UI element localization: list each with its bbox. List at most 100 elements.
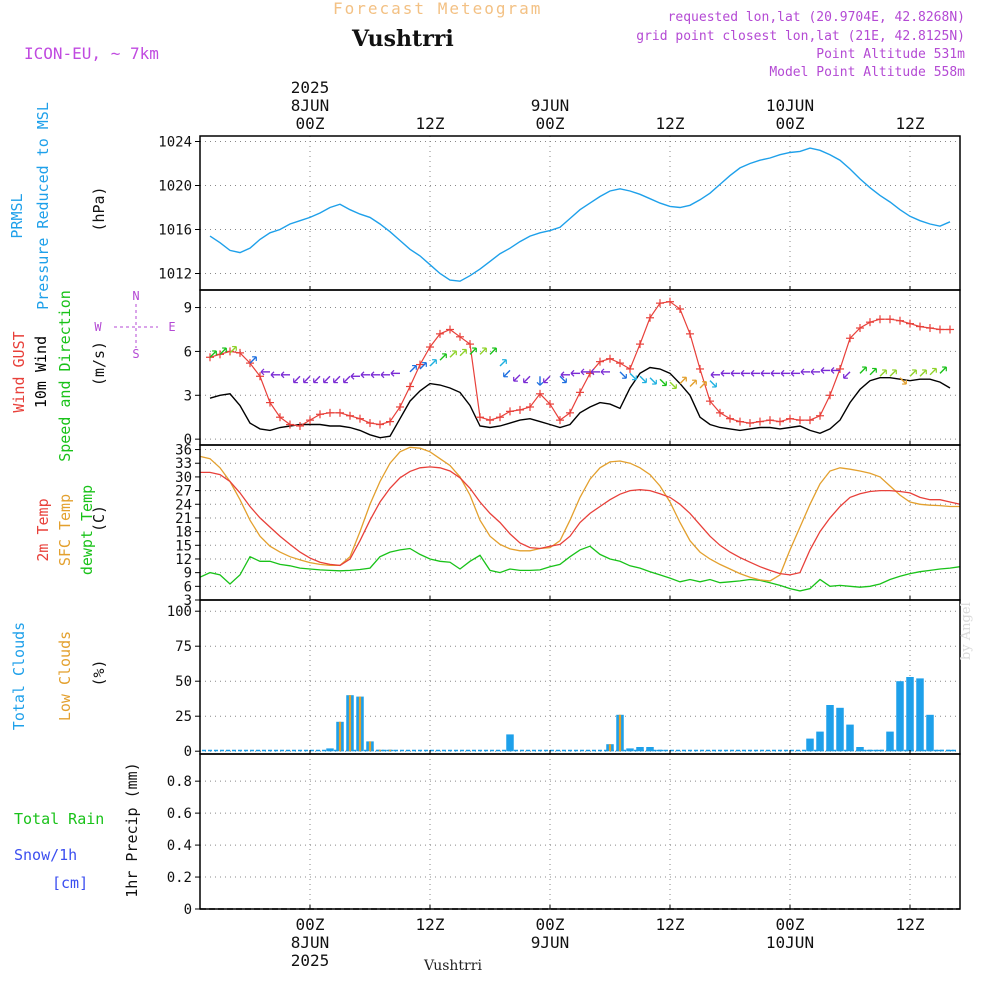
gust-marker: [886, 315, 894, 324]
chart-title: Forecast Meteogram: [333, 0, 543, 18]
wind-arrow-shaft: [889, 369, 897, 377]
total-cloud-bar: [856, 747, 864, 752]
wind-direction-arrow: [590, 368, 600, 376]
temp-2m-label: 2m Temp: [34, 498, 52, 561]
wind-direction-arrow: [559, 375, 567, 384]
wind-arrow-shaft: [843, 371, 851, 379]
wind-arrow-shaft: [323, 375, 331, 384]
y-tick-label: 3: [184, 388, 192, 404]
wind-direction-arrow: [409, 364, 417, 373]
low-cloud-bar: [388, 749, 392, 752]
wind-arrow-head: [390, 372, 395, 377]
wind-gust-label: Wind GUST: [10, 331, 28, 412]
requested-coords: requested lon,lat (20.9704E, 42.8268N): [667, 10, 965, 25]
wind-arrow-shaft: [639, 375, 647, 384]
footer-station: Vushtrri: [424, 958, 482, 974]
model-label: ICON-EU, ~ 7km: [24, 44, 159, 63]
total-cloud-bar: [816, 731, 824, 752]
wind-direction-arrow: [479, 347, 487, 355]
gust-marker: [426, 343, 434, 352]
y-tick-label: 0.8: [167, 774, 192, 790]
y-tick-label: 6: [184, 579, 192, 595]
gust-marker: [646, 313, 654, 322]
wind-arrow-shaft: [303, 375, 311, 384]
wind-direction-arrow: [929, 367, 937, 376]
wind-arrow-head: [800, 371, 805, 376]
wind-arrow-head: [560, 374, 565, 379]
wind-arrow-head: [740, 369, 745, 374]
wind-arrow-head: [370, 374, 375, 379]
wind-gust-line: [209, 301, 950, 427]
unit-label-precip: 1hr Precip (mm): [123, 762, 141, 897]
gust-marker: [306, 416, 314, 425]
wind-arrow-head: [760, 372, 765, 377]
wind-direction-arrow: [570, 369, 580, 377]
wind-direction-arrow: [770, 369, 780, 377]
y-tick-label: 21: [175, 511, 192, 527]
wind-arrow-head: [750, 369, 755, 374]
wind-direction-arrow: [750, 369, 760, 377]
series-layer: [199, 147, 961, 910]
unit-label-pressure: (hPa): [90, 186, 108, 231]
wind-arrow-shaft: [629, 372, 637, 381]
time-label-bottom: 00Z: [776, 915, 805, 934]
wind-arrow-shaft: [459, 349, 467, 357]
wind-arrow-head: [730, 372, 735, 377]
gust-marker: [616, 359, 624, 368]
total-cloud-bar: [806, 738, 814, 752]
wind-direction-arrow: [709, 380, 717, 388]
y-tick-label: 50: [175, 674, 192, 690]
wind-direction-arrow: [909, 369, 917, 377]
gust-marker: [666, 297, 674, 306]
y-tick-label: 75: [175, 639, 192, 655]
total-cloud-bar: [636, 747, 644, 752]
wind-arrow-shaft: [869, 368, 877, 376]
wind-direction-arrow: [419, 362, 427, 370]
grid-point-coords: grid point closest lon,lat (21E, 42.8125…: [636, 29, 965, 44]
wind-arrow-head: [539, 381, 544, 386]
low-clouds-label: Low Clouds: [56, 631, 74, 721]
wind-arrow-head: [760, 369, 765, 374]
gust-marker: [836, 364, 844, 373]
wind-direction-arrow: [499, 359, 507, 367]
wind-direction-arrow: [270, 371, 280, 379]
time-label-top: 9JUN: [531, 96, 570, 115]
wind-arrow-shaft: [669, 381, 677, 389]
wind-arrow-shaft: [659, 378, 667, 386]
gust-marker: [726, 414, 734, 423]
low-cloud-bar: [348, 695, 352, 752]
wind-arrow-shaft: [939, 366, 947, 374]
gust-marker: [336, 408, 344, 417]
wind-speed-line: [209, 366, 951, 439]
panel-frame-pressure: [199, 135, 961, 291]
low-cloud-bar: [338, 721, 342, 752]
wind-arrow-head: [560, 371, 565, 376]
wind-arrow-head: [590, 371, 595, 376]
gust-marker: [346, 411, 354, 420]
wind-direction-arrow: [919, 369, 927, 377]
gust-marker: [316, 410, 324, 419]
wind-arrow-head: [280, 371, 285, 376]
gust-marker: [736, 417, 744, 426]
gust-marker: [546, 400, 554, 409]
wind-direction-arrow: [939, 366, 947, 374]
wind-arrow-head: [830, 370, 835, 374]
wind-direction-arrow: [350, 372, 360, 380]
gust-marker: [446, 325, 454, 334]
y-tick-label: 0.4: [167, 838, 192, 854]
gust-marker: [516, 405, 524, 414]
wind-arrow-shaft: [919, 369, 927, 377]
compass-s: S: [132, 347, 139, 361]
wind-direction-arrow: [229, 345, 237, 354]
gust-marker: [896, 316, 904, 325]
unit-label-group-precip: 1hr Precip (mm): [123, 762, 141, 897]
wind-direction-arrow: [333, 375, 341, 384]
total-cloud-bar: [906, 677, 914, 752]
wind-arrow-head: [750, 372, 755, 377]
gust-marker: [856, 324, 864, 333]
wind-10m-label: 10m Wind: [32, 336, 50, 408]
total-cloud-bar: [936, 749, 944, 752]
sfc-temp-label: SFC Temp: [56, 494, 74, 566]
wind-arrow-head: [380, 371, 385, 376]
wind-direction-arrow: [380, 371, 390, 379]
